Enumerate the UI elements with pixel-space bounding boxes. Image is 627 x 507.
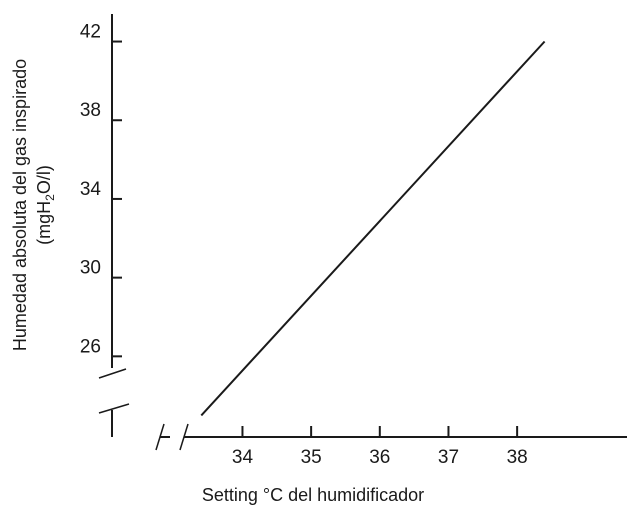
y-axis-title-subscript: 2 [43, 194, 57, 201]
y-axis-break-mark-upper [98, 368, 127, 379]
y-tick-label: 34 [80, 179, 102, 200]
y-ticks: 26 30 34 38 42 [80, 22, 122, 358]
y-axis-title-line1: Humedad absoluta del gas inspirado [10, 59, 30, 351]
y-axis-title-suffix: O/l) [34, 165, 54, 194]
x-tick-label: 36 [369, 447, 390, 468]
x-tick-label: 37 [438, 447, 459, 468]
y-axis-title-line2: (mgH2O/l) [34, 165, 57, 245]
series-line [200, 40, 546, 417]
y-axis: 26 30 34 38 42 [80, 14, 130, 437]
y-axis-break-mark-lower [98, 403, 130, 414]
y-tick-label: 26 [80, 336, 101, 357]
x-tick-label: 34 [232, 447, 254, 468]
x-tick-label: 38 [507, 447, 528, 468]
x-ticks: 34 35 36 37 38 [232, 426, 528, 468]
x-axis: 34 35 36 37 38 [155, 423, 627, 468]
x-axis-break-mark-left [155, 423, 165, 451]
x-tick-label: 35 [301, 447, 322, 468]
data-series [200, 40, 546, 417]
y-axis-title-prefix: (mgH [34, 201, 54, 245]
y-tick-label: 38 [80, 100, 101, 121]
x-axis-title: Setting °C del humidificador [202, 485, 424, 505]
y-tick-label: 42 [80, 22, 101, 43]
y-tick-label: 30 [80, 258, 101, 279]
